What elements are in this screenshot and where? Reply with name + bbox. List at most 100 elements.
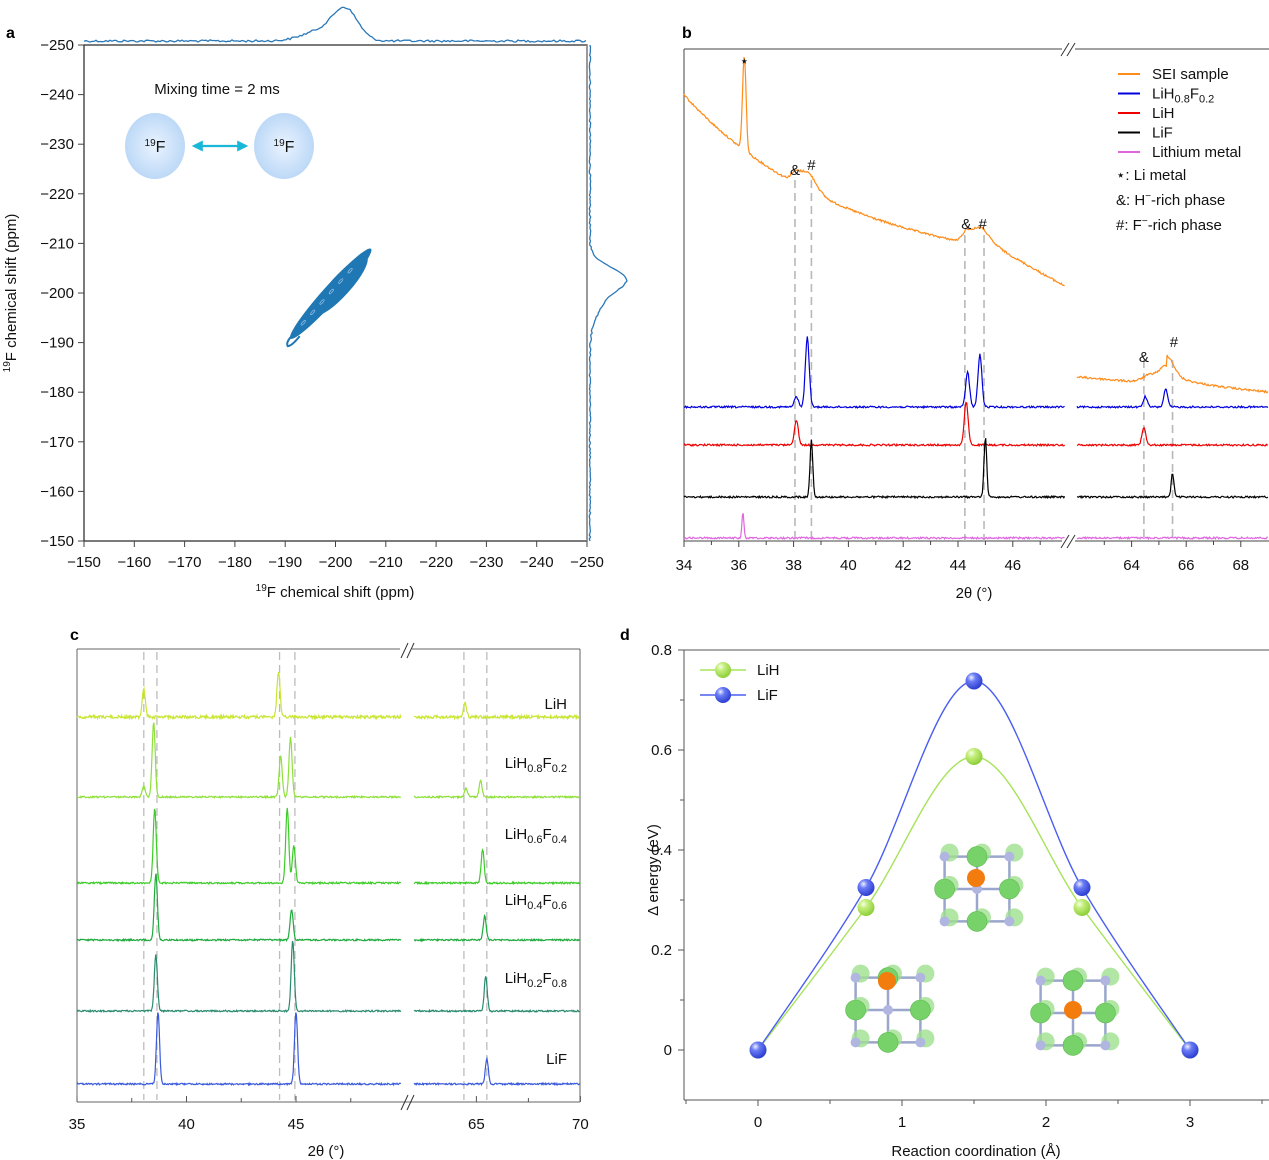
annotation-key-item: ⋆: Li metal	[1116, 167, 1186, 184]
peak-label: &	[790, 162, 800, 179]
x-tick-label-b: 42	[895, 557, 912, 574]
x-tick-label-b: 64	[1123, 557, 1140, 574]
x-axis-ticks-d: 0 1 2 3	[685, 1100, 1263, 1131]
x-tick-label-b: 46	[1004, 557, 1021, 574]
y-tick-label-d: 0.4	[651, 842, 672, 859]
legend-label-d: LiF	[757, 687, 778, 704]
spectrum-line	[413, 1056, 581, 1087]
x-tick-label-d: 1	[898, 1114, 906, 1131]
peak-label: #	[978, 216, 987, 233]
x-tick-label-b: 40	[840, 557, 857, 574]
atom-orange-migrating	[1064, 1001, 1082, 1019]
atom-lilac	[1035, 975, 1046, 986]
spectrum-line	[683, 56, 1065, 287]
atom-green	[1095, 1002, 1116, 1024]
panel-label-c: c	[70, 627, 79, 644]
series-labels-c: LiH LiH0.8F0.2 LiH0.6F0.4 LiH0.4F0.6 LiH0.2F…	[505, 696, 567, 1068]
x-tick-label-b: 44	[950, 557, 967, 574]
contour-level	[300, 320, 306, 326]
peak-label: &	[1139, 349, 1149, 366]
spectrum-line	[1076, 426, 1269, 447]
x-axis-ticks-c: 35 40 45 65 70	[69, 1096, 589, 1133]
atom-lilac	[1100, 1040, 1111, 1051]
atom-lilac	[939, 851, 950, 862]
annotation-key-b: ⋆: Li metal &: H−-rich phase #: F−-rich ph…	[1116, 167, 1225, 234]
axis-break-icon-bottom-b	[1060, 534, 1076, 549]
spectrum-line	[76, 671, 402, 721]
legend-label-b: LiH	[1152, 105, 1175, 122]
contour-core	[313, 256, 368, 316]
spectrum-line	[413, 976, 581, 1013]
x-tick-label-d: 2	[1042, 1114, 1050, 1131]
panel-c: c 35 40 45 65 70 LiH LiH0.8F0.2 LiH0.6F0.4 LiH0…	[69, 627, 589, 1160]
series-c-lih	[76, 671, 581, 721]
legend-label-b: Lithium metal	[1152, 144, 1241, 161]
x-tick-label-a: −190	[268, 554, 302, 571]
y-tick-label-a: −250	[40, 37, 74, 54]
annotation-key-item: #: F−-rich phase	[1116, 216, 1222, 234]
atom-green	[845, 999, 866, 1021]
atom-lilac	[1100, 975, 1111, 986]
series-b-lih08f02	[683, 336, 1269, 410]
x-tick-label-b: 36	[730, 557, 747, 574]
y-tick-label-d: 0.2	[651, 942, 672, 959]
series-b	[683, 56, 1269, 541]
x-tick-label-a: −200	[319, 554, 353, 571]
x-tick-label-a: −150	[67, 554, 101, 571]
series-c-lih06f04	[76, 807, 581, 886]
y-tick-label-d: 0.6	[651, 742, 672, 759]
atom-lilac	[883, 1005, 893, 1015]
x-axis-ticks-b: 34 36 38 40 42 44 46 64 66 68	[676, 541, 1249, 574]
reference-lines-b	[794, 180, 1174, 541]
spectrum-line	[413, 848, 581, 886]
series-d-lih	[749, 748, 1199, 1059]
projection-top-spectrum	[83, 6, 587, 43]
x-tick-label-a: −230	[470, 554, 504, 571]
data-point-marker	[1073, 879, 1091, 896]
spectrum-line	[413, 779, 581, 800]
spectrum-line	[1076, 535, 1268, 541]
transition-state-structure	[934, 843, 1024, 932]
series-c-lih02f08	[76, 940, 581, 1014]
axis-break-icon-top-b	[1060, 42, 1076, 57]
series-b-seisample	[683, 56, 1269, 394]
data-point-marker	[965, 672, 983, 690]
atom-green	[877, 1032, 899, 1053]
x-tick-label-c: 40	[178, 1116, 195, 1133]
contour-level	[338, 278, 344, 284]
spectrum-line	[683, 513, 1065, 541]
spectrum-line	[76, 807, 402, 886]
panel-b: b 34 36 38 40 42 44 46 64 66 68 ⋆& #& #&# 2θ (°) SE…	[676, 25, 1269, 602]
y-tick-label-a: −180	[40, 384, 74, 401]
panel-label-a: a	[6, 25, 15, 42]
y-axis-title-d: Δ energy (eV)	[645, 824, 662, 916]
x-tick-label-a: −220	[419, 554, 453, 571]
spectrum-line	[1076, 473, 1269, 499]
panel-a: a −150 −160 −170 −180 −190 −200 −210 −220 −230 −2…	[2, 6, 628, 601]
peak-label: ⋆	[740, 53, 749, 70]
series-c-lih04f06	[76, 873, 581, 943]
data-point-marker	[1073, 899, 1091, 916]
initial-state-structure	[845, 964, 935, 1053]
atom-green	[966, 846, 988, 867]
legend-marker-d	[715, 687, 731, 703]
x-axis-ticks-a: −150 −160 −170 −180 −190 −200 −210 −220 −230 −240…	[67, 541, 604, 571]
contour-level	[310, 309, 316, 316]
x-axis-title-b: 2θ (°)	[956, 585, 993, 602]
x-tick-label-a: −170	[168, 554, 202, 571]
spectrum-line	[683, 336, 1065, 410]
atom-lilac	[939, 916, 950, 927]
legend-marker-d	[715, 662, 731, 678]
x-tick-label-a: −240	[520, 554, 554, 571]
mixing-time-label: Mixing time = 2 ms	[154, 81, 279, 98]
atom-orange-migrating	[967, 869, 985, 887]
series-label-c: LiH0.4F0.6	[505, 892, 567, 912]
atom-green	[1062, 1035, 1084, 1056]
y-tick-label-a: −170	[40, 434, 74, 451]
legend-label-d: LiH	[757, 662, 780, 679]
x-tick-label-a: −250	[570, 554, 604, 571]
x-tick-label-d: 0	[754, 1114, 762, 1131]
atom-lilac	[1004, 851, 1015, 862]
